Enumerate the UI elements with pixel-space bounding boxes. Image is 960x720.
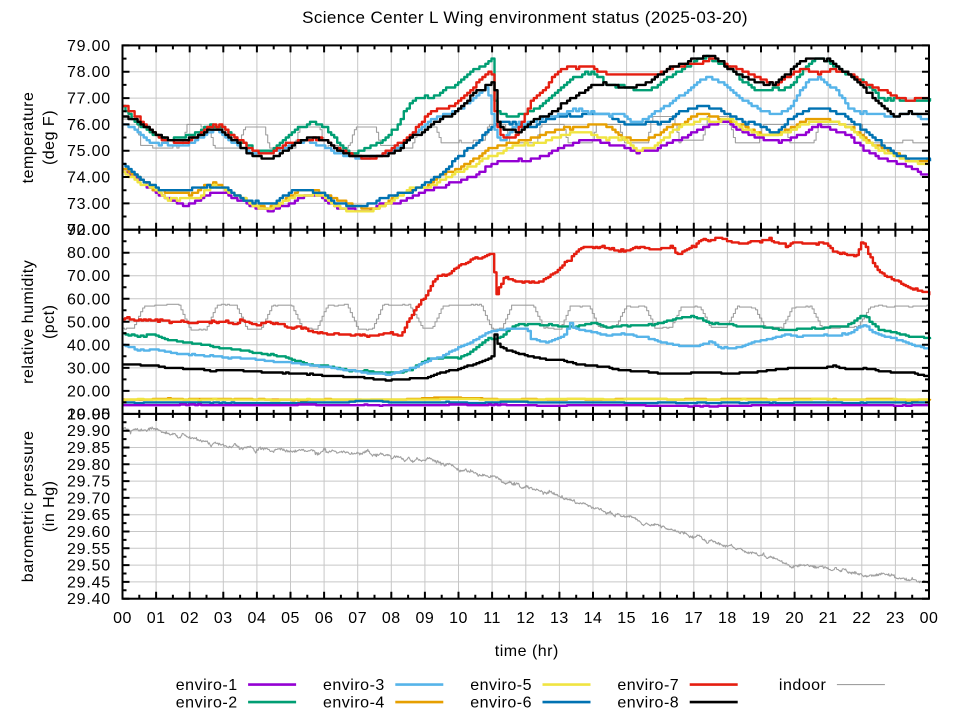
svg-text:21: 21 — [819, 610, 838, 627]
svg-text:29.85: 29.85 — [67, 440, 111, 457]
svg-text:15: 15 — [617, 610, 636, 627]
svg-text:enviro-6: enviro-6 — [470, 695, 532, 712]
svg-text:02: 02 — [180, 610, 199, 627]
svg-text:enviro-7: enviro-7 — [617, 677, 679, 694]
svg-text:enviro-8: enviro-8 — [617, 695, 679, 712]
svg-text:80.00: 80.00 — [67, 245, 111, 262]
svg-text:temperature: temperature — [20, 92, 37, 184]
svg-text:enviro-1: enviro-1 — [176, 677, 238, 694]
svg-text:76.00: 76.00 — [67, 117, 111, 134]
svg-text:10.00: 10.00 — [67, 406, 111, 423]
svg-text:04: 04 — [248, 610, 267, 627]
svg-text:12: 12 — [516, 610, 535, 627]
svg-text:29.55: 29.55 — [67, 541, 111, 558]
svg-text:29.45: 29.45 — [67, 574, 111, 591]
svg-text:Science Center L Wing environm: Science Center L Wing environment status… — [302, 8, 748, 27]
svg-text:enviro-2: enviro-2 — [176, 695, 238, 712]
svg-text:11: 11 — [483, 610, 501, 627]
svg-text:indoor: indoor — [779, 677, 827, 694]
svg-text:13: 13 — [550, 610, 569, 627]
svg-text:29.75: 29.75 — [67, 474, 111, 491]
svg-text:09: 09 — [416, 610, 435, 627]
svg-text:(deg F): (deg F) — [41, 110, 58, 165]
svg-text:40.00: 40.00 — [67, 337, 111, 354]
svg-text:29.60: 29.60 — [67, 524, 111, 541]
svg-text:60.00: 60.00 — [67, 291, 111, 308]
svg-text:05: 05 — [281, 610, 300, 627]
svg-text:20.00: 20.00 — [67, 383, 111, 400]
svg-text:72.00: 72.00 — [67, 222, 111, 239]
svg-text:22: 22 — [852, 610, 871, 627]
svg-text:20: 20 — [785, 610, 804, 627]
svg-text:23: 23 — [886, 610, 905, 627]
svg-text:29.50: 29.50 — [67, 558, 111, 575]
svg-text:(in Hg): (in Hg) — [41, 481, 58, 533]
svg-text:29.70: 29.70 — [67, 490, 111, 507]
svg-text:barometric pressure: barometric pressure — [20, 430, 37, 582]
svg-text:70.00: 70.00 — [67, 268, 111, 285]
svg-text:74.00: 74.00 — [67, 170, 111, 187]
svg-text:03: 03 — [214, 610, 233, 627]
svg-text:14: 14 — [584, 610, 603, 627]
svg-text:29.65: 29.65 — [67, 507, 111, 524]
svg-text:19: 19 — [752, 610, 771, 627]
svg-text:00: 00 — [113, 610, 132, 627]
svg-text:29.40: 29.40 — [67, 591, 111, 608]
svg-text:(pct): (pct) — [41, 305, 58, 340]
svg-text:79.00: 79.00 — [67, 38, 111, 55]
svg-text:enviro-4: enviro-4 — [323, 695, 385, 712]
svg-text:78.00: 78.00 — [67, 64, 111, 81]
svg-text:90.00: 90.00 — [67, 222, 111, 239]
svg-text:18: 18 — [718, 610, 737, 627]
svg-text:29.80: 29.80 — [67, 457, 111, 474]
svg-text:73.00: 73.00 — [67, 196, 111, 213]
svg-text:relative humidity: relative humidity — [20, 260, 37, 384]
svg-text:17: 17 — [684, 610, 703, 627]
svg-text:00: 00 — [920, 610, 939, 627]
svg-text:50.00: 50.00 — [67, 314, 111, 331]
svg-text:77.00: 77.00 — [67, 91, 111, 108]
svg-text:16: 16 — [651, 610, 670, 627]
svg-text:07: 07 — [348, 610, 367, 627]
svg-text:enviro-3: enviro-3 — [323, 677, 385, 694]
svg-text:10: 10 — [449, 610, 468, 627]
svg-text:29.90: 29.90 — [67, 423, 111, 440]
svg-text:06: 06 — [315, 610, 334, 627]
svg-text:30.00: 30.00 — [67, 360, 111, 377]
svg-text:75.00: 75.00 — [67, 143, 111, 160]
svg-text:08: 08 — [382, 610, 401, 627]
svg-text:29.95: 29.95 — [67, 406, 111, 423]
svg-text:time (hr): time (hr) — [495, 643, 559, 660]
svg-text:01: 01 — [147, 610, 166, 627]
svg-text:enviro-5: enviro-5 — [470, 677, 532, 694]
